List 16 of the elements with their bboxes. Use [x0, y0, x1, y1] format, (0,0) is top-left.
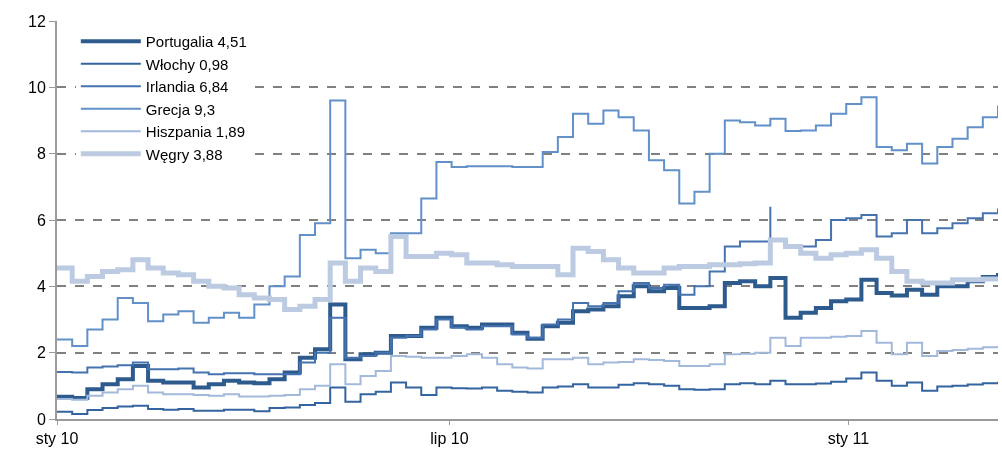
legend-label: Grecja 9,3 [145, 100, 216, 118]
y-tick-label: 8 [36, 145, 46, 163]
y-tick-label: 0 [36, 410, 46, 428]
x-tick-label: sty 10 [35, 430, 79, 448]
legend-label: Węgry 3,88 [145, 145, 223, 163]
y-tick-label: 10 [28, 78, 46, 96]
y-tick-label: 2 [36, 344, 46, 362]
y-tick-label: 12 [28, 12, 46, 30]
y-tick-label: 6 [36, 211, 46, 229]
x-tick-label: sty 11 [827, 430, 870, 448]
legend-label: Portugalia 4,51 [145, 33, 247, 51]
legend-label: Włochy 0,98 [145, 55, 229, 73]
legend-label: Irlandia 6,84 [145, 78, 229, 96]
x-tick-label: lip 10 [430, 430, 469, 448]
y-tick-label: 4 [36, 277, 46, 295]
legend-label: Hiszpania 1,89 [145, 123, 246, 141]
